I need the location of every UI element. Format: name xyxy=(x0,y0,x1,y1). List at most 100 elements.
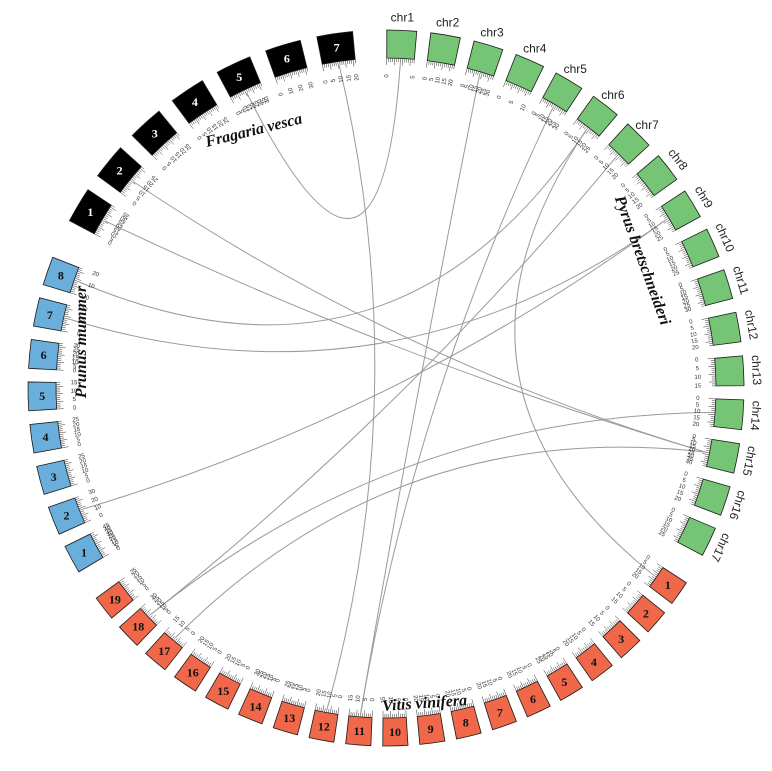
tick-label: 10 xyxy=(520,103,529,112)
tick-mark xyxy=(525,682,528,687)
tick-mark xyxy=(696,288,701,290)
chromosome-block xyxy=(426,32,461,66)
tick-label: 25 xyxy=(150,173,159,182)
tick-label: 10 xyxy=(110,229,119,238)
tick-mark xyxy=(59,431,67,434)
tick-mark xyxy=(203,657,208,664)
tick-mark xyxy=(576,652,580,656)
tick-mark xyxy=(467,68,470,73)
tick-mark xyxy=(445,63,448,68)
tick-mark xyxy=(647,582,651,586)
tick-label: 5 xyxy=(598,610,605,617)
tick-label: 25 xyxy=(107,532,116,541)
tick-mark xyxy=(200,115,203,119)
tick-label: 0 xyxy=(434,694,441,699)
chromosome-label: chr12 xyxy=(742,309,761,341)
tick-mark xyxy=(673,535,680,539)
tick-label: 0 xyxy=(191,630,198,637)
chromosome-block xyxy=(28,339,60,371)
tick-mark xyxy=(118,577,125,582)
chromosome-label: 12 xyxy=(318,719,330,733)
tick-label: 35 xyxy=(105,527,114,536)
tick-mark xyxy=(124,185,131,191)
tick-label: 15 xyxy=(173,615,182,624)
tick-label: 15 xyxy=(348,694,355,702)
tick-mark xyxy=(331,62,333,67)
tick-mark xyxy=(539,97,543,104)
tick-label: 10 xyxy=(694,375,702,381)
tick-mark xyxy=(260,689,263,694)
tick-mark xyxy=(285,698,288,703)
tick-label: 5 xyxy=(72,397,76,403)
tick-label: 15 xyxy=(381,696,387,703)
tick-label: 0 xyxy=(525,663,532,669)
tick-mark xyxy=(236,678,239,683)
tick-mark xyxy=(667,226,674,231)
tick-mark xyxy=(441,62,444,70)
tick-mark xyxy=(693,286,701,289)
tick-label: 30 xyxy=(684,307,693,315)
tick-mark xyxy=(100,552,105,555)
tick-mark xyxy=(163,144,169,150)
species-label-vitis: Vitis vinifera xyxy=(382,692,468,715)
tick-mark xyxy=(635,596,640,600)
tick-mark xyxy=(707,444,712,446)
tick-mark xyxy=(291,700,293,705)
chromosome-block xyxy=(386,29,418,60)
tick-label: 0 xyxy=(196,134,203,141)
tick-label: 15 xyxy=(321,689,328,697)
tick-mark xyxy=(640,181,644,185)
tick-mark xyxy=(63,315,71,318)
tick-mark xyxy=(695,488,700,491)
tick-label: 5 xyxy=(394,698,400,702)
tick-mark xyxy=(135,172,140,176)
tick-mark xyxy=(70,290,75,293)
tick-mark xyxy=(669,224,673,228)
tick-mark xyxy=(584,646,588,650)
chromosome-pyrus-chr13: 0 5 10 15 chr13 xyxy=(694,355,764,390)
tick-mark xyxy=(637,595,641,599)
tick-mark xyxy=(649,579,654,583)
tick-mark xyxy=(266,691,268,696)
tick-mark xyxy=(156,150,160,155)
tick-mark xyxy=(258,688,261,693)
tick-label: 5 xyxy=(114,543,120,550)
tick-label: 0 xyxy=(603,605,610,612)
tick-label: 25 xyxy=(222,115,231,124)
chromosome-pyrus-chr2: 0 5 10 15 20 chr2 xyxy=(422,15,461,87)
tick-label: 10 xyxy=(387,697,393,704)
chromosome-label: 15 xyxy=(217,684,229,698)
tick-mark xyxy=(213,106,216,111)
tick-label: 10 xyxy=(71,389,78,395)
tick-label: 5 xyxy=(668,512,674,519)
tick-label: 10 xyxy=(327,691,334,699)
tick-mark xyxy=(527,90,530,95)
tick-mark xyxy=(129,592,133,596)
tick-mark xyxy=(700,460,708,463)
tick-mark xyxy=(545,101,550,108)
species-label-fragaria: Fragaria vesca xyxy=(203,110,304,151)
tick-mark xyxy=(689,266,694,269)
tick-label: 20 xyxy=(660,526,669,535)
tick-label: 15 xyxy=(135,574,144,583)
tick-mark xyxy=(705,438,713,440)
tick-mark xyxy=(594,134,598,138)
tick-mark xyxy=(698,295,703,298)
tick-label: 0 xyxy=(131,199,138,206)
tick-mark xyxy=(139,167,146,173)
tick-mark xyxy=(152,618,156,622)
tick-mark xyxy=(238,679,241,684)
tick-mark xyxy=(208,109,213,116)
chromosome-block xyxy=(608,123,650,165)
tick-mark xyxy=(698,479,703,482)
